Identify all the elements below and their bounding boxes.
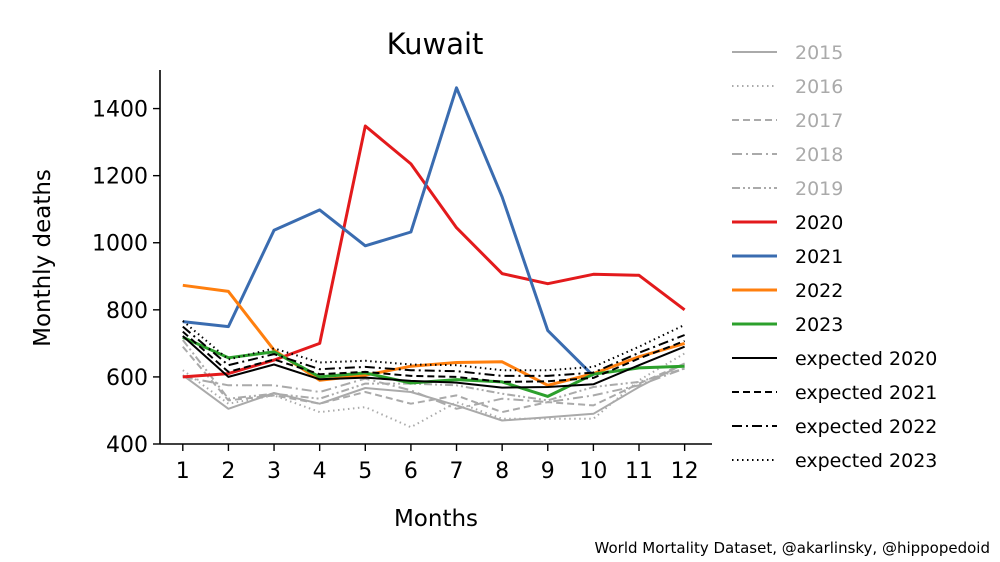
legend-label: expected 2022	[795, 416, 937, 438]
y-tick-label: 800	[106, 299, 148, 324]
y-axis-label: Monthly deaths	[30, 169, 56, 347]
legend-label: expected 2020	[795, 348, 937, 370]
legend: 2015 2016 2017 2018 2019 2020 2021 2022 2023 expe…	[732, 42, 937, 472]
legend-label: 2018	[795, 144, 843, 166]
legend-label: 2017	[795, 110, 843, 132]
x-tick-label: 6	[404, 459, 418, 484]
x-axis-label: Months	[394, 506, 478, 532]
x-tick-label: 8	[495, 459, 509, 484]
x-tick-label: 12	[671, 459, 699, 484]
series-line-2016	[182, 352, 686, 429]
series-line-expected-2022	[182, 325, 685, 377]
series-line-expected-2020	[182, 335, 685, 389]
y-tick-label: 1200	[92, 165, 148, 190]
series-line-2021	[182, 86, 595, 377]
y-tick-label: 400	[106, 433, 148, 458]
x-tick-label: 5	[358, 459, 372, 484]
chart-title: Kuwait	[387, 27, 484, 61]
series-line-2017	[182, 346, 686, 414]
legend-label: 2022	[795, 280, 843, 302]
series-line-2018	[182, 367, 685, 410]
x-tick-label: 10	[579, 459, 607, 484]
y-tick-label: 1000	[92, 232, 148, 257]
y-tick-label: 1400	[92, 98, 148, 123]
series-line-2019	[182, 339, 685, 402]
series-line-2022	[182, 283, 686, 387]
x-tick-label: 3	[267, 459, 281, 484]
legend-label: 2015	[795, 42, 843, 64]
x-tick-label: 1	[176, 459, 190, 484]
y-tick-label: 600	[106, 366, 148, 391]
legend-label: 2023	[795, 314, 843, 336]
x-tick-label: 11	[625, 459, 653, 484]
x-tick-label: 4	[313, 459, 327, 484]
source-credit: World Mortality Dataset, @akarlinsky, @h…	[594, 539, 990, 557]
legend-label: 2020	[795, 212, 843, 234]
plot-lines	[182, 86, 686, 429]
legend-label: expected 2021	[795, 382, 937, 404]
legend-label: 2019	[795, 178, 843, 200]
legend-label: 2016	[795, 76, 843, 98]
legend-label: 2021	[795, 246, 843, 268]
x-tick-label: 2	[221, 459, 235, 484]
legend-label: expected 2023	[795, 450, 937, 472]
x-tick-label: 9	[541, 459, 555, 484]
x-tick-label: 7	[450, 459, 464, 484]
series-line-expected-2021	[182, 330, 685, 383]
